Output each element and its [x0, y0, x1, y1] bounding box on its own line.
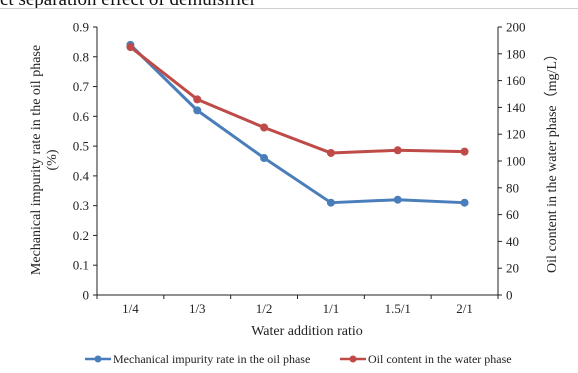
x-axis-label: Water addition ratio: [251, 324, 363, 339]
mechanical-impurity-point: [260, 154, 269, 163]
x-tick-label: 1/4: [122, 301, 139, 316]
left-tick-label: 0.6: [73, 109, 90, 124]
oil-content-point: [326, 148, 335, 157]
left-axis-ticks: 0 0.1 0.2 0.3 0.4 0.5 0.6 0.7 0.8 0.9: [73, 20, 97, 303]
x-tick-label: 1/1: [323, 301, 340, 316]
right-tick-label: 180: [506, 46, 526, 61]
right-tick-label: 160: [506, 73, 526, 88]
right-tick-label: 80: [506, 180, 519, 195]
left-tick-label: 0: [83, 288, 90, 303]
left-tick-label: 0.7: [73, 79, 90, 94]
right-tick-label: 60: [506, 207, 519, 222]
right-tick-label: 40: [506, 234, 519, 249]
right-axis-label: Oil content in the water phase（mg/L）: [544, 47, 560, 273]
oil-content-point: [260, 123, 269, 132]
oil-content-point: [126, 43, 135, 52]
left-tick-label: 0.3: [73, 198, 89, 213]
left-tick-label: 0.8: [73, 49, 89, 64]
left-tick-label: 0.4: [73, 168, 90, 183]
right-tick-label: 20: [506, 261, 519, 276]
mechanical-impurity-point: [460, 198, 469, 207]
left-tick-label: 0.2: [73, 228, 89, 243]
top-divider: [0, 8, 578, 9]
left-axis-label-line2: (%): [45, 149, 60, 170]
mechanical-impurity-line: [129, 43, 465, 205]
legend-marker-oil-content: [349, 355, 357, 363]
mechanical-impurity-point: [326, 198, 335, 207]
left-axis-label-line1: Mechanical impurity rate in the oil phas…: [29, 45, 44, 275]
cut-off-title: ct separation effect of demulsifier: [0, 0, 400, 11]
oil-content-line: [129, 45, 465, 155]
right-tick-label: 100: [506, 154, 526, 169]
legend-label-oil-content: Oil content in the water phase: [368, 352, 512, 366]
right-tick-label: 120: [506, 127, 526, 142]
x-tick-label: 1/3: [189, 301, 206, 316]
legend-label-mechanical-impurity: Mechanical impurity rate in the oil phas…: [113, 352, 310, 366]
right-tick-label: 0: [506, 288, 513, 303]
legend-marker-mechanical-impurity: [94, 355, 102, 363]
oil-content-point: [193, 95, 202, 104]
left-tick-label: 0.9: [73, 20, 89, 35]
series-group: [126, 40, 469, 207]
right-axis-ticks: 0 20 40 60 80 100 120 140 160 180 200: [498, 20, 526, 303]
right-tick-label: 200: [506, 20, 526, 35]
right-tick-label: 140: [506, 100, 526, 115]
oil-content-point: [393, 146, 402, 155]
legend: Mechanical impurity rate in the oil phas…: [85, 352, 512, 366]
mechanical-impurity-point: [193, 106, 202, 115]
x-tick-label: 1.5/1: [385, 301, 411, 316]
oil-content-point: [460, 147, 469, 156]
x-tick-label: 1/2: [256, 301, 273, 316]
mechanical-impurity-point: [393, 195, 402, 204]
x-axis-ticks: 1/4 1/3 1/2 1/1 1.5/1 2/1: [96, 295, 499, 316]
left-tick-label: 0.5: [73, 139, 89, 154]
x-tick-label: 2/1: [456, 301, 473, 316]
left-tick-label: 0.1: [73, 258, 89, 273]
